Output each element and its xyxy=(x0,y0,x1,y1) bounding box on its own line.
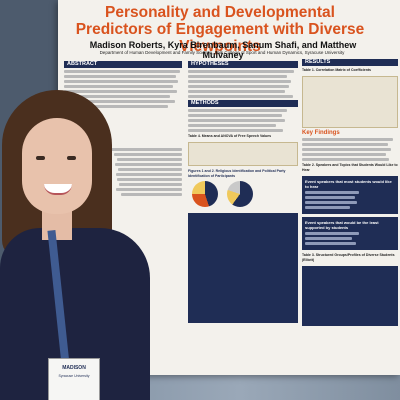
results-table xyxy=(188,213,298,323)
presenter-neck xyxy=(42,210,72,240)
hypotheses-heading: HYPOTHESES xyxy=(188,61,298,68)
smile xyxy=(44,184,72,195)
poster-column-middle: HYPOTHESES METHODS Table 4. Means and AN… xyxy=(188,60,298,370)
abstract-heading: ABSTRACT xyxy=(64,61,182,68)
abstract-text xyxy=(64,70,182,108)
table-3 xyxy=(302,266,398,326)
political-party-pie-chart xyxy=(227,181,254,207)
religion-pie-chart xyxy=(192,181,218,207)
table-2-caption: Table 2. Speakers and Topics that Studen… xyxy=(302,163,398,172)
poster-title: Personality and Developmental Predictors… xyxy=(75,4,365,55)
presenter: MADISON Syracuse University xyxy=(0,90,165,400)
table-4 xyxy=(188,142,298,166)
table-3-caption: Table 3. Structured Groups/Profiles of D… xyxy=(302,253,395,262)
table-1-caption: Table 1. Correlation Matrix of Coefficie… xyxy=(302,68,371,72)
name-badge: MADISON Syracuse University xyxy=(48,358,100,400)
badge-subtitle: Syracuse University xyxy=(58,374,90,378)
figures-caption: Figures 1 and 2. Religious Identificatio… xyxy=(188,169,286,178)
table-1 xyxy=(302,76,398,128)
key-findings-heading: Key Findings xyxy=(302,130,340,136)
speakers-box-most: Event speakers that most students would … xyxy=(302,176,398,214)
hypotheses-text xyxy=(188,70,298,98)
methods-heading: METHODS xyxy=(188,100,298,107)
right-eye xyxy=(67,156,76,160)
speakers-box-least: Event speakers that would be the least s… xyxy=(302,217,398,250)
badge-name: MADISON xyxy=(62,365,86,371)
results-heading: RESULTS xyxy=(302,59,398,66)
pie-charts xyxy=(188,179,298,210)
presenter-face xyxy=(22,118,92,214)
poster-column-left: ABSTRACT xyxy=(64,60,182,370)
left-eye xyxy=(36,156,45,160)
speakers-box-most-title: Event speakers that most students would … xyxy=(305,179,392,189)
speakers-box-least-title: Event speakers that would be the least s… xyxy=(305,220,379,230)
poster-column-right: RESULTS Table 1. Correlation Matrix of C… xyxy=(302,58,398,370)
table-4-caption: Table 4. Means and ANOVA of Free Speech … xyxy=(188,134,272,138)
poster-authors: Madison Roberts, Kyra Birenbaum, Sanum S… xyxy=(89,40,357,60)
methods-text xyxy=(188,109,298,132)
key-findings-text xyxy=(302,138,398,161)
poster-department: Department of Human Development and Fami… xyxy=(99,50,345,55)
research-poster: Personality and Developmental Predictors… xyxy=(58,0,400,375)
abstract-continued-text xyxy=(64,148,182,196)
